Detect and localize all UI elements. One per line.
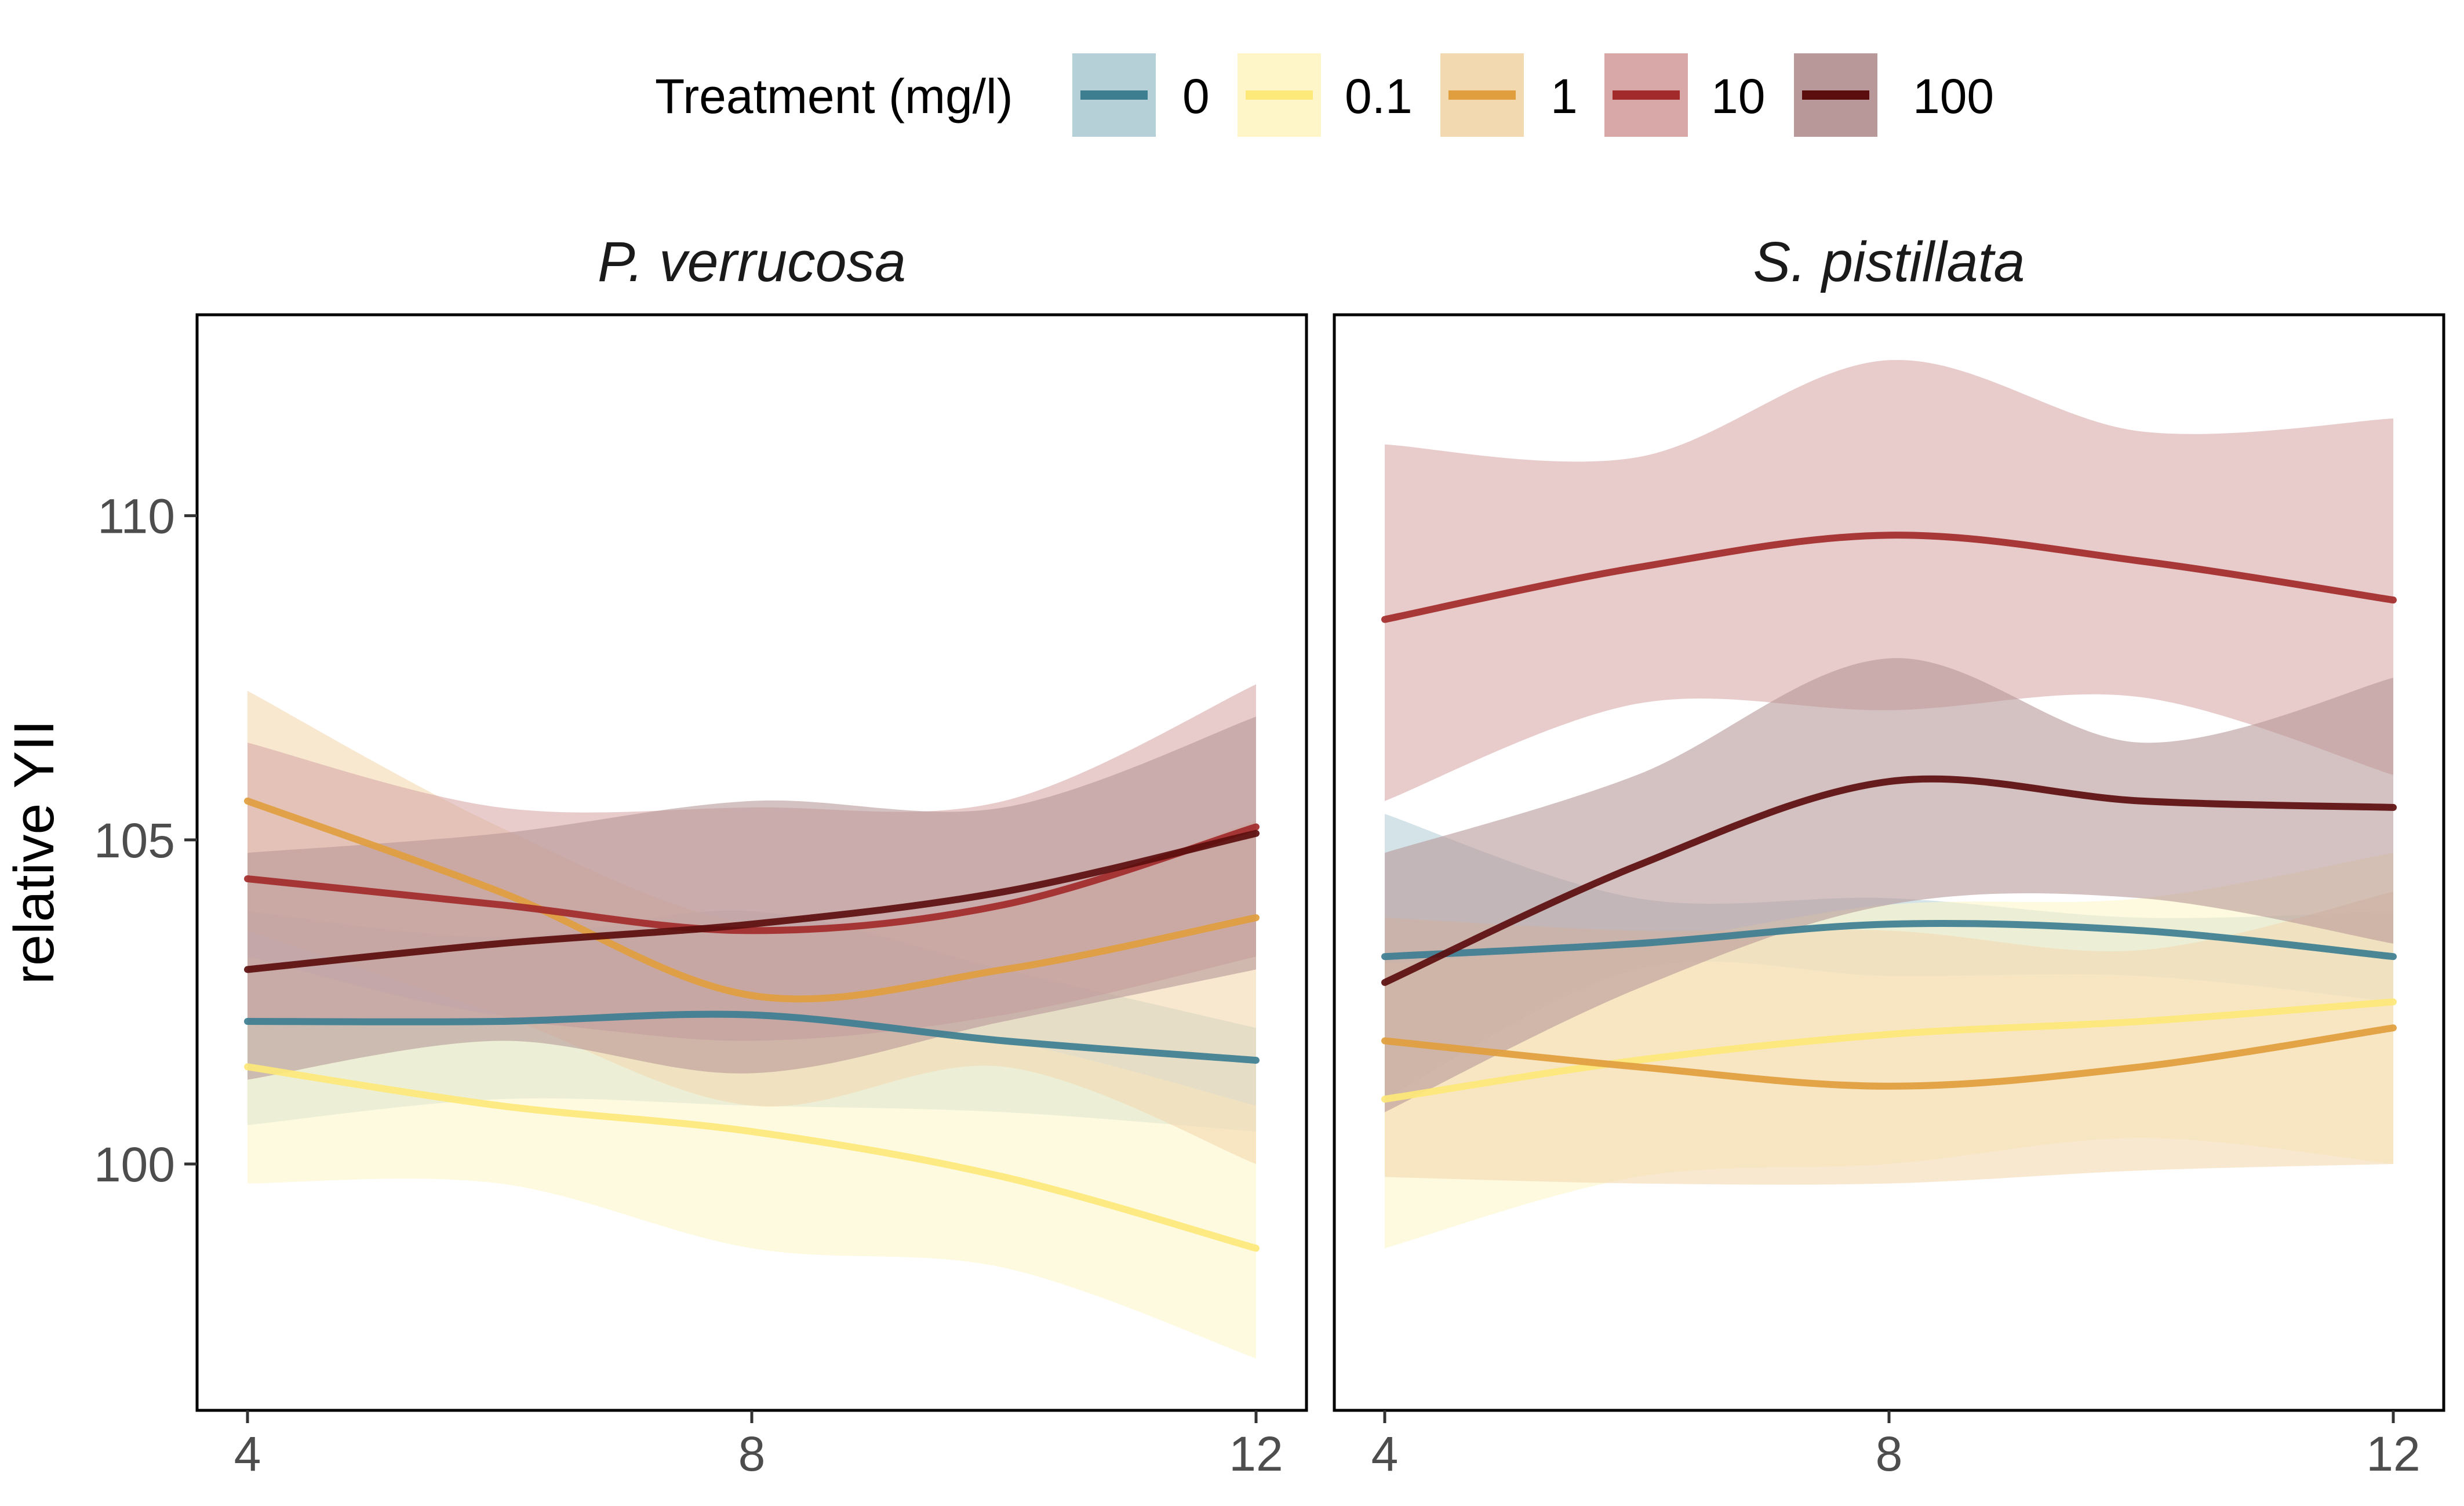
panel: P. verrucosa 4 8 12 (195, 230, 1308, 1481)
panel: S. pistillata 4 8 12 (1333, 230, 2445, 1481)
panel-title: S. pistillata (1753, 230, 2025, 293)
plot-area (244, 684, 1260, 1359)
legend-title: Treatment (mg/l) (655, 69, 1013, 123)
y-tick-label: 100 (94, 1137, 175, 1192)
y-tick-label: 110 (97, 489, 175, 544)
legend-label: 0.1 (1345, 69, 1413, 123)
x-tick-label: 12 (1229, 1427, 1283, 1481)
confidence-band (1385, 359, 2393, 801)
series-line (1381, 775, 2397, 986)
legend-label: 100 (1913, 69, 1994, 123)
x-tick-label: 8 (738, 1427, 766, 1481)
legend: Treatment (mg/l) 0 0.1 1 10 100 (655, 53, 1994, 137)
confidence-band (248, 716, 1256, 1080)
legend-label: 0 (1182, 69, 1210, 123)
legend-item: 10 (1604, 53, 1765, 137)
series-line (244, 1063, 1260, 1252)
y-axis-title: relative YII (2, 720, 65, 985)
legend-label: 1 (1551, 69, 1578, 123)
y-axis: 100 105 110 (94, 489, 197, 1192)
series-line (1381, 1024, 2397, 1090)
series-line (1381, 920, 2397, 961)
legend-item: 100 (1794, 53, 1994, 137)
legend-label: 10 (1711, 69, 1765, 123)
series-line (244, 797, 1260, 1003)
plot-area (1381, 359, 2397, 1249)
x-tick-label: 4 (234, 1427, 261, 1481)
x-tick-label: 4 (1371, 1427, 1399, 1481)
panel-title: P. verrucosa (598, 230, 906, 293)
series-line (244, 1010, 1260, 1064)
y-tick-label: 105 (94, 813, 175, 868)
series-line (1381, 532, 2397, 623)
legend-item: 1 (1440, 53, 1578, 137)
confidence-band (1385, 658, 2393, 1112)
legend-item: 0.1 (1238, 53, 1413, 137)
series-line (244, 830, 1260, 973)
x-tick-label: 8 (1876, 1427, 1903, 1481)
legend-item: 0 (1072, 53, 1210, 137)
series-line (244, 823, 1260, 934)
series-line (1381, 998, 2397, 1103)
x-tick-label: 12 (2366, 1427, 2420, 1481)
